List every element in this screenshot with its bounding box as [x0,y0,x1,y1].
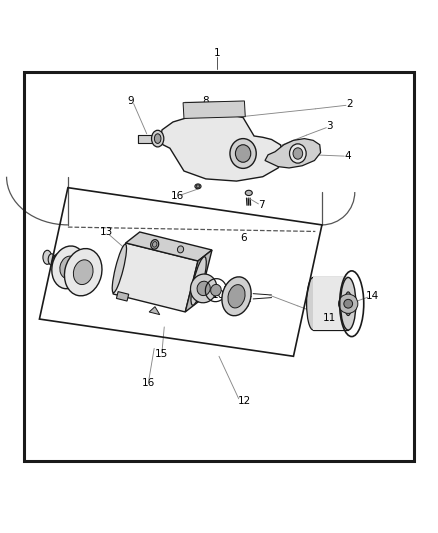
Text: 2: 2 [346,99,353,109]
Text: 7: 7 [258,200,265,210]
Polygon shape [183,101,245,118]
Ellipse shape [177,246,184,253]
Bar [138,135,159,142]
Ellipse shape [228,285,245,308]
Polygon shape [126,232,212,261]
Ellipse shape [197,281,210,296]
Ellipse shape [152,130,164,147]
Text: 16: 16 [141,377,155,387]
Ellipse shape [64,248,102,296]
Circle shape [344,300,353,308]
Bar [24,71,414,462]
Ellipse shape [191,274,217,303]
Text: 3: 3 [326,122,333,131]
Ellipse shape [154,134,161,143]
Ellipse shape [290,144,306,163]
Text: 10: 10 [212,289,225,300]
Ellipse shape [43,251,52,264]
Text: 1: 1 [213,48,220,58]
Text: 9: 9 [127,96,134,106]
Text: 14: 14 [366,291,379,301]
Ellipse shape [74,260,93,285]
Ellipse shape [152,241,157,247]
Ellipse shape [236,145,251,162]
Circle shape [339,294,358,313]
Polygon shape [117,292,129,301]
Ellipse shape [60,256,78,279]
Polygon shape [265,139,321,168]
Ellipse shape [112,244,127,293]
Ellipse shape [341,278,356,330]
Ellipse shape [230,139,256,168]
Ellipse shape [191,257,206,305]
Ellipse shape [307,278,320,330]
Text: 4: 4 [344,151,351,161]
Ellipse shape [211,285,221,296]
Polygon shape [149,306,160,314]
Text: 13: 13 [99,228,113,237]
Ellipse shape [48,254,55,265]
Text: 6: 6 [240,233,247,243]
Ellipse shape [245,190,252,196]
Ellipse shape [345,292,352,316]
Bar [313,278,348,330]
Ellipse shape [195,184,201,189]
Polygon shape [160,113,284,181]
Text: 15: 15 [155,349,168,359]
Text: 8: 8 [202,96,209,107]
Polygon shape [113,243,198,312]
Ellipse shape [293,148,303,159]
Ellipse shape [196,185,200,188]
Ellipse shape [222,277,251,316]
Text: 16: 16 [171,191,184,201]
Text: 11: 11 [323,313,336,323]
Ellipse shape [52,246,86,289]
Ellipse shape [151,240,159,249]
Polygon shape [185,250,212,312]
Text: 12: 12 [238,397,251,406]
